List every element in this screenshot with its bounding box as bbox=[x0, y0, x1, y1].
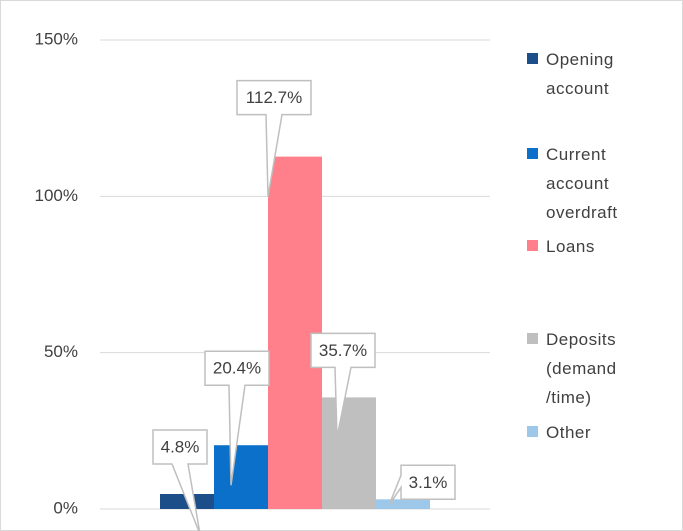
legend-swatch bbox=[527, 426, 538, 437]
legend-label: Opening account bbox=[546, 50, 614, 98]
data-label: 20.4% bbox=[213, 359, 261, 378]
data-label: 4.8% bbox=[161, 437, 200, 456]
y-tick-label: 50% bbox=[44, 342, 78, 361]
legend-label: Deposits (demand /time) bbox=[546, 330, 617, 407]
callout bbox=[388, 464, 456, 506]
bar bbox=[322, 397, 376, 509]
legend-label: Loans bbox=[546, 237, 595, 256]
bar bbox=[214, 445, 268, 509]
callout bbox=[204, 350, 270, 486]
callout bbox=[152, 429, 208, 531]
callout bbox=[236, 79, 312, 197]
legend-label: Other bbox=[546, 423, 592, 442]
legend-swatch bbox=[527, 333, 538, 344]
legend-swatch bbox=[527, 148, 538, 159]
callout bbox=[310, 332, 376, 438]
legend-swatch bbox=[527, 240, 538, 251]
data-label: 35.7% bbox=[319, 341, 367, 360]
y-tick-label: 100% bbox=[35, 186, 78, 205]
legend-label: Current account overdraft bbox=[546, 145, 618, 222]
y-tick-label: 0% bbox=[53, 498, 78, 517]
y-tick-label: 150% bbox=[35, 29, 78, 48]
legend-swatch bbox=[527, 53, 538, 64]
bar bbox=[376, 499, 430, 509]
data-label: 3.1% bbox=[409, 473, 448, 492]
data-label: 112.7% bbox=[246, 88, 302, 107]
